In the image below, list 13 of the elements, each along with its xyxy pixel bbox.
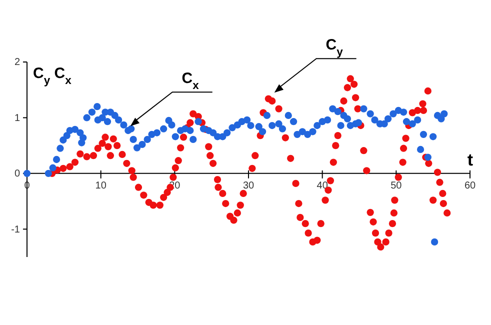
annotation: C$_{x}$ <box>182 70 200 92</box>
x-tick-label: 10 <box>95 180 107 192</box>
y-tick-label: 0 <box>14 168 20 180</box>
y-tick-label: 1 <box>14 112 20 124</box>
x-tick-label: 40 <box>316 180 328 192</box>
y-tick-label: 2 <box>14 57 20 68</box>
x-tick-label: 50 <box>390 180 402 192</box>
y-tick-label: -1 <box>11 224 20 236</box>
x-axis-title: t <box>467 150 474 170</box>
x-tick-label: 60 <box>464 180 476 192</box>
annotation: C$_{y}$ <box>326 36 344 59</box>
y-axis-title: C$_{y}$ C$_{x}$ <box>33 65 72 87</box>
x-tick-label: 30 <box>242 180 254 192</box>
